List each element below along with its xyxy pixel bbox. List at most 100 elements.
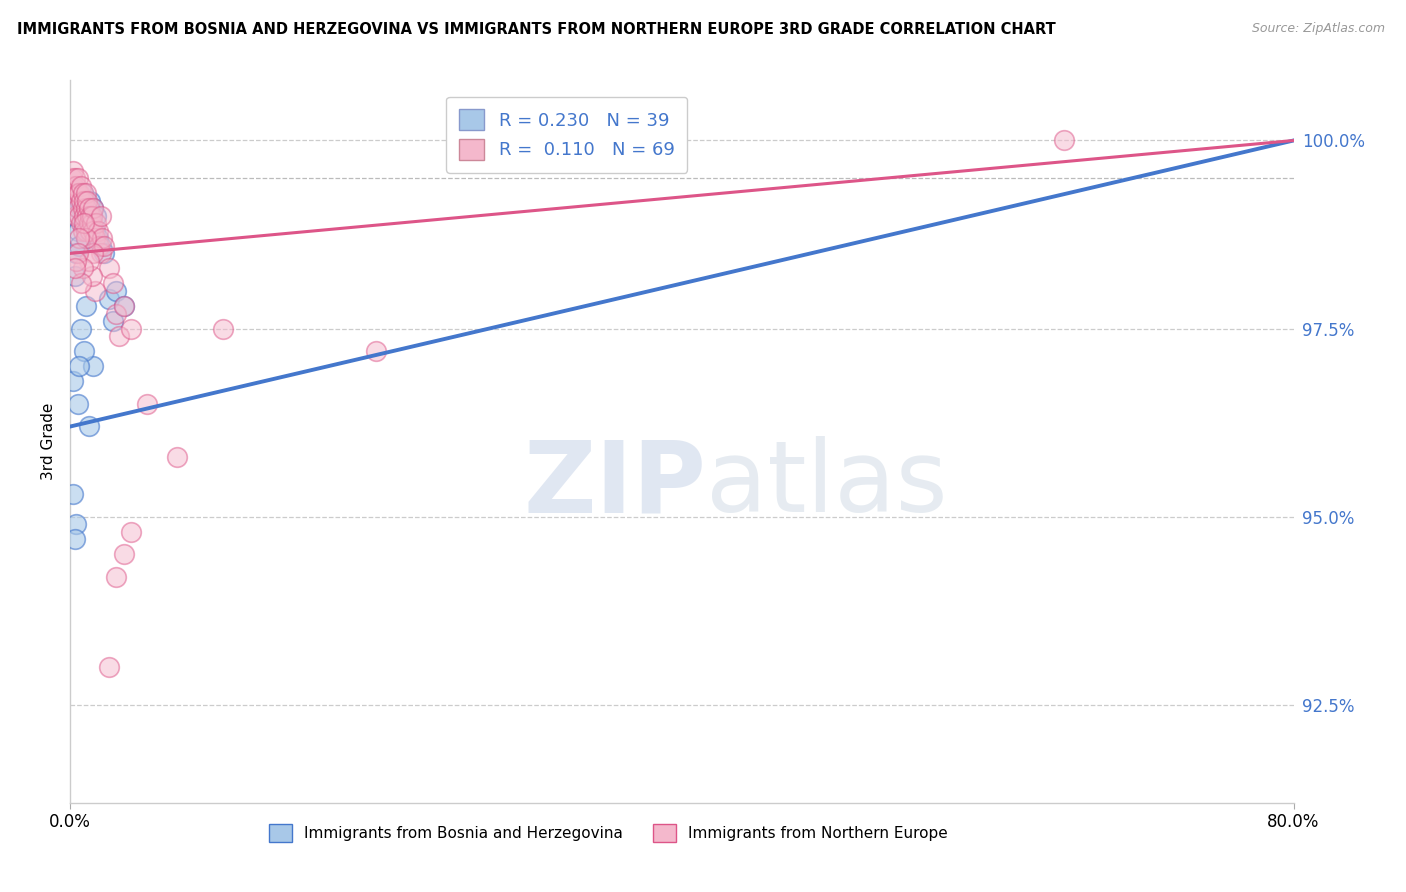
Point — [75, 299, 97, 313]
Point — [65, 253, 87, 268]
Point — [93, 239, 115, 253]
Text: atlas: atlas — [706, 436, 948, 533]
Point — [69, 359, 91, 374]
Point — [121, 524, 143, 539]
Point — [62, 487, 84, 501]
Point — [66, 186, 89, 201]
Point — [63, 261, 86, 276]
Point — [82, 224, 104, 238]
Point — [72, 186, 94, 201]
Point — [97, 660, 120, 674]
Point — [75, 231, 97, 245]
Point — [97, 292, 120, 306]
Point — [82, 201, 104, 215]
Point — [105, 307, 128, 321]
Point — [66, 201, 89, 215]
Point — [77, 216, 100, 230]
Point — [84, 216, 107, 230]
Point — [75, 201, 97, 215]
Point — [82, 246, 104, 260]
Point — [66, 246, 89, 260]
Point — [212, 321, 235, 335]
Point — [105, 570, 128, 584]
Point — [60, 171, 83, 186]
Point — [97, 261, 120, 276]
Point — [65, 194, 87, 208]
Point — [83, 231, 105, 245]
Point — [62, 178, 84, 193]
Point — [66, 171, 89, 186]
Point — [82, 201, 104, 215]
Point — [72, 186, 94, 201]
Point — [105, 284, 128, 298]
Point — [90, 246, 112, 260]
Point — [65, 246, 87, 260]
Point — [80, 209, 103, 223]
Legend: Immigrants from Bosnia and Herzegovina, Immigrants from Northern Europe: Immigrants from Bosnia and Herzegovina, … — [262, 816, 956, 849]
Point — [112, 299, 135, 313]
Point — [80, 216, 103, 230]
Point — [90, 239, 112, 253]
Point — [70, 194, 93, 208]
Point — [70, 277, 93, 291]
Point — [77, 201, 100, 215]
Point — [135, 397, 157, 411]
Point — [77, 224, 100, 238]
Point — [1053, 133, 1076, 147]
Point — [72, 261, 94, 276]
Point — [62, 163, 84, 178]
Point — [63, 209, 86, 223]
Point — [101, 314, 124, 328]
Point — [87, 231, 110, 245]
Point — [70, 201, 93, 215]
Point — [79, 209, 101, 223]
Point — [65, 209, 87, 223]
Point — [83, 284, 105, 298]
Point — [69, 239, 91, 253]
Point — [80, 209, 103, 223]
Point — [79, 224, 101, 238]
Point — [75, 224, 97, 238]
Point — [72, 216, 94, 230]
Point — [63, 186, 86, 201]
Point — [87, 224, 110, 238]
Point — [90, 209, 112, 223]
Point — [69, 209, 91, 223]
Point — [66, 397, 89, 411]
Point — [70, 321, 93, 335]
Point — [63, 171, 86, 186]
Text: Source: ZipAtlas.com: Source: ZipAtlas.com — [1251, 22, 1385, 36]
Point — [101, 277, 124, 291]
Point — [66, 201, 89, 215]
Point — [82, 359, 104, 374]
Point — [75, 231, 97, 245]
Point — [73, 216, 96, 230]
Point — [65, 186, 87, 201]
Point — [69, 194, 91, 208]
Point — [79, 194, 101, 208]
Point — [77, 253, 100, 268]
Point — [66, 224, 89, 238]
Point — [75, 186, 97, 201]
Point — [72, 201, 94, 215]
Point — [73, 344, 96, 359]
Point — [69, 231, 91, 245]
Point — [112, 548, 135, 562]
Point — [121, 321, 143, 335]
Point — [108, 329, 131, 343]
Point — [112, 299, 135, 313]
Text: ZIP: ZIP — [523, 436, 706, 533]
Point — [76, 194, 98, 208]
Point — [73, 194, 96, 208]
Point — [83, 224, 105, 238]
Point — [76, 209, 98, 223]
Point — [84, 209, 107, 223]
Point — [72, 224, 94, 238]
Y-axis label: 3rd Grade: 3rd Grade — [41, 403, 56, 480]
Point — [366, 344, 388, 359]
Text: IMMIGRANTS FROM BOSNIA AND HERZEGOVINA VS IMMIGRANTS FROM NORTHERN EUROPE 3RD GR: IMMIGRANTS FROM BOSNIA AND HERZEGOVINA V… — [17, 22, 1056, 37]
Point — [91, 231, 114, 245]
Point — [75, 194, 97, 208]
Point — [89, 239, 111, 253]
Point — [93, 246, 115, 260]
